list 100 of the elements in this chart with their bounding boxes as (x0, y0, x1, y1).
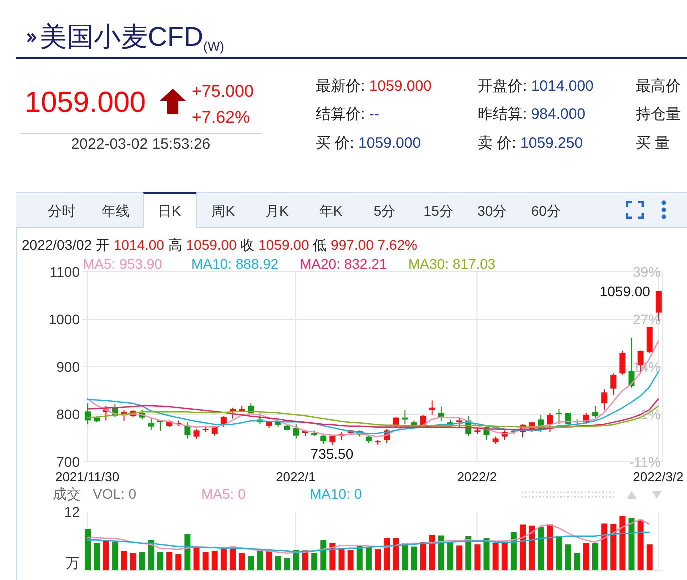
bar (402, 544, 408, 571)
text: 昨结算: 984.000 (478, 106, 586, 124)
bar (130, 553, 136, 571)
bar (583, 544, 590, 571)
bar (194, 546, 200, 571)
bar (121, 551, 128, 571)
bar (148, 540, 154, 571)
bar (320, 540, 327, 571)
text: 60分 (530, 202, 562, 221)
text: 2022-03-02 15:53:26 (70, 136, 212, 154)
bar (348, 550, 354, 571)
bar (456, 546, 463, 571)
bar (103, 540, 110, 571)
text: MA5: 0 (202, 486, 246, 502)
candlestick (220, 416, 227, 428)
x-tick-label: 2022/3/2 (633, 470, 684, 484)
text: +75.000 (192, 82, 254, 102)
candlestick (320, 434, 327, 445)
text: 最新价: 1059.000 (316, 78, 432, 96)
x-tick-label: 2022/2 (457, 470, 498, 484)
bar (248, 556, 254, 571)
text: 12 (64, 504, 80, 520)
bar (466, 536, 472, 571)
text: MA10: 0 (310, 486, 362, 502)
y-tick-label: 700 (56, 454, 80, 470)
bar (448, 542, 454, 571)
bar (212, 551, 218, 571)
text: 2022/03/02 开 1014.00 高 1059.00 收 1059.00 低 997.00 7.62% (22, 237, 418, 253)
text: 买 价: 1059.000 (316, 135, 422, 153)
bar (312, 553, 318, 571)
bar (520, 524, 526, 571)
text: 5分 (372, 202, 397, 221)
text: 结算价: -- (316, 106, 380, 124)
annotation: 735.50 (310, 446, 354, 462)
text: 日K (142, 192, 197, 228)
candlestick (547, 412, 554, 433)
bar (366, 547, 372, 571)
candlestick (620, 350, 626, 376)
bar (338, 550, 345, 571)
bar (184, 534, 191, 571)
candlestick (194, 428, 200, 440)
bar (420, 542, 426, 571)
text: 周K (210, 202, 236, 221)
text: 买 量 (636, 135, 670, 153)
bar (438, 536, 444, 571)
y-tick-label: 900 (56, 358, 80, 375)
chart-subtitle: VOL: 0 (93, 486, 137, 502)
text: MA30: 817.03 (408, 256, 496, 272)
bar (492, 544, 499, 571)
bar (610, 524, 617, 571)
annotation: 1059.00 (600, 283, 651, 300)
bar (484, 538, 490, 571)
x-tick-label: 2022/1 (276, 470, 316, 484)
bar (112, 542, 118, 571)
y-tick-label: 800 (56, 406, 80, 422)
bar (556, 536, 562, 571)
chart-title: 成交 (53, 486, 81, 502)
candlestick (293, 424, 300, 440)
y2-tick-label: 27% (632, 311, 661, 328)
bar (139, 552, 146, 571)
y2-tick-label: 39% (632, 264, 661, 280)
text: 15分 (422, 202, 454, 221)
bar (393, 538, 400, 571)
text: 年线 (100, 202, 131, 221)
x-tick-label: 2021/11/30 (55, 470, 120, 484)
y-axis-title: 万 (66, 555, 80, 571)
bar (474, 544, 481, 571)
bar (602, 524, 608, 571)
bar (384, 538, 390, 571)
bar (620, 516, 626, 571)
bar (284, 558, 290, 571)
bar (646, 544, 653, 571)
text: 持仓量 (636, 106, 681, 124)
candlestick (184, 422, 191, 440)
bar (429, 535, 436, 571)
bar (158, 552, 164, 571)
bar (411, 546, 418, 571)
text: 开盘价: 1014.000 (478, 78, 594, 96)
candlestick (330, 434, 336, 446)
candlestick (610, 373, 617, 396)
bar (166, 552, 173, 571)
bar (375, 550, 381, 571)
bar (275, 556, 282, 571)
text: MA5: 953.90 (83, 256, 162, 272)
bar (529, 526, 536, 571)
text: 1059.000 (25, 86, 146, 120)
bar (94, 544, 100, 571)
bar (85, 529, 91, 571)
bar (176, 554, 182, 571)
text: 美国小麦CFD$_{(W)}$ (40, 22, 224, 54)
text: 年K (318, 202, 344, 221)
candlestick (602, 388, 608, 411)
bar (266, 551, 272, 571)
candlestick (456, 417, 463, 428)
text: 最高价 (636, 78, 681, 96)
bar (257, 551, 264, 571)
candlestick (148, 417, 154, 431)
bar (547, 524, 554, 571)
candlestick (592, 406, 598, 418)
bar (638, 520, 644, 571)
